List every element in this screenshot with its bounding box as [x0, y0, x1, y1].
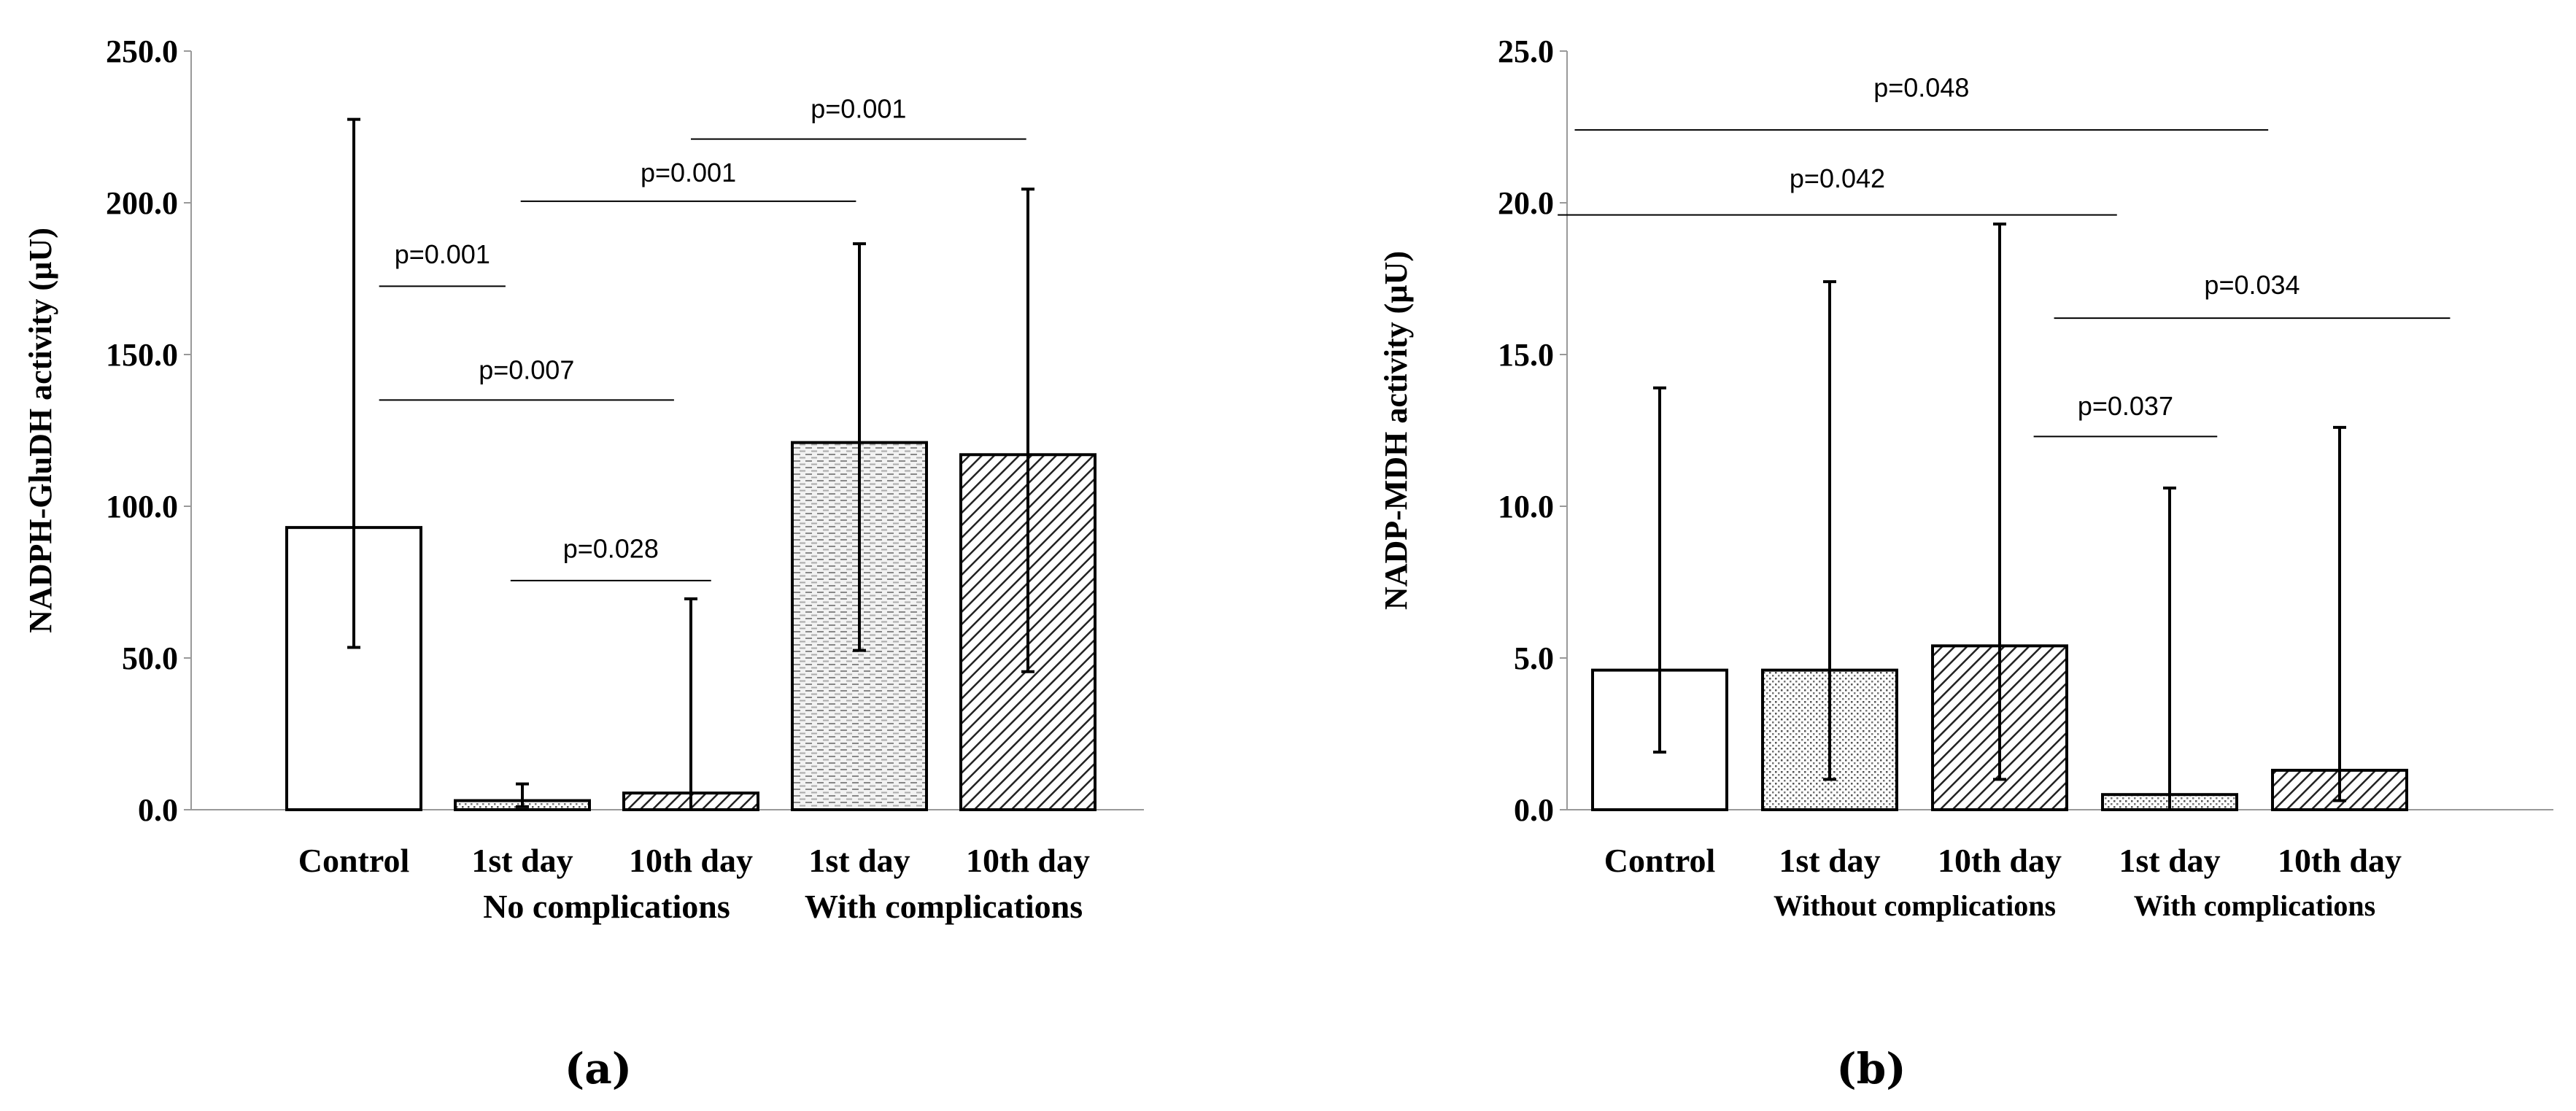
p-value-label: p=0.007: [479, 355, 574, 384]
y-tick-label: 25.0: [1498, 34, 1554, 69]
y-tick-label: 15.0: [1498, 337, 1554, 373]
y-tick-label: 200.0: [106, 185, 178, 221]
panel-label-a: (a): [565, 1044, 632, 1093]
p-value-label: p=0.042: [1790, 163, 1885, 193]
category-label: 10th day: [966, 842, 1090, 879]
y-axis-label: NADPH-GluDH activity (µU): [23, 228, 58, 633]
chart-b: 0.0 5.0 10.0 15.0 20.0 25.0 NADP-MDH activity …: [1378, 34, 2553, 922]
category-label: 10th day: [2278, 842, 2402, 879]
group-label: No complications: [483, 888, 730, 925]
category-label: 1st day: [808, 842, 910, 879]
category-label: 10th day: [1938, 842, 2062, 879]
category-label: 1st day: [2119, 842, 2220, 879]
p-value-label: p=0.001: [395, 239, 490, 269]
y-tick-label: 50.0: [122, 640, 178, 676]
panel-label-b: (b): [1836, 1044, 1906, 1093]
p-value-label: p=0.001: [641, 158, 736, 187]
group-label: With complications: [2134, 889, 2376, 922]
y-tick-label: 150.0: [106, 337, 178, 373]
group-label: Without complications: [1774, 889, 2056, 922]
category-label: 1st day: [1779, 842, 1880, 879]
y-tick-label: 0.0: [1514, 792, 1554, 828]
chart-a: 0.0 50.0 100.0 150.0 200.0 250.0 NADPH-GluDH a…: [23, 34, 1144, 925]
p-value-label: p=0.037: [2078, 391, 2173, 421]
category-label: Control: [1604, 842, 1716, 879]
y-tick-label: 20.0: [1498, 185, 1554, 221]
category-label: 10th day: [629, 842, 753, 879]
y-tick-label: 100.0: [106, 489, 178, 524]
p-value-label: p=0.001: [811, 94, 906, 124]
y-tick-label: 250.0: [106, 34, 178, 69]
y-tick-label: 5.0: [1514, 640, 1554, 676]
p-value-label: p=0.048: [1873, 72, 1969, 102]
p-value-label: p=0.034: [2204, 270, 2300, 300]
p-value-label: p=0.028: [563, 534, 659, 564]
category-label: 1st day: [471, 842, 573, 879]
category-label: Control: [298, 842, 410, 879]
y-axis-label: NADP-MDH activity (µU): [1378, 251, 1414, 610]
group-label: With complications: [805, 888, 1083, 925]
y-tick-label: 0.0: [138, 792, 178, 828]
y-tick-label: 10.0: [1498, 489, 1554, 524]
